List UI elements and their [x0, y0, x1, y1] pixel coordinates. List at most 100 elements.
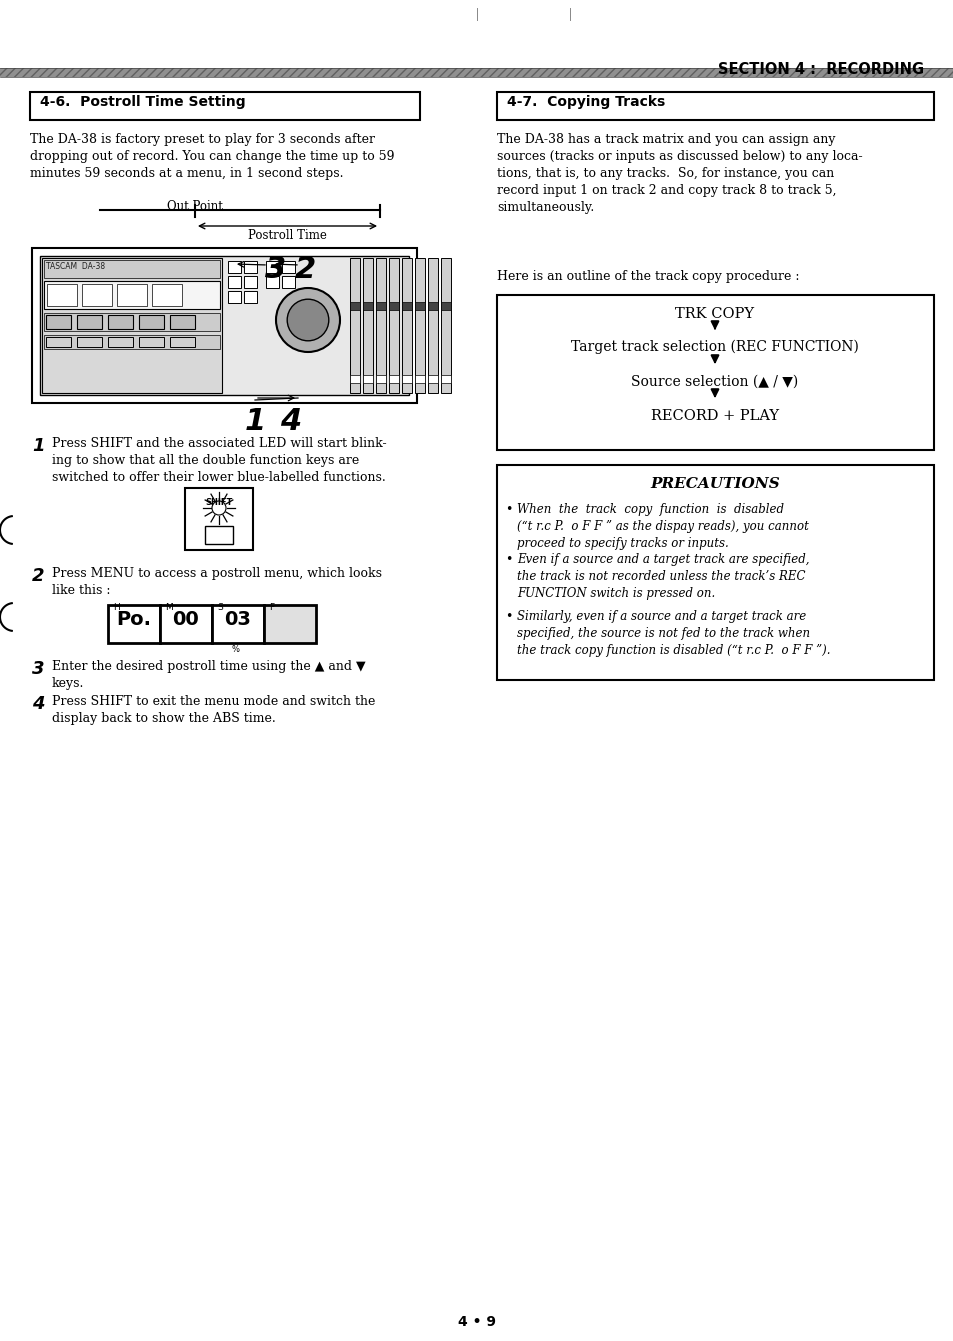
Bar	[375, 302, 386, 310]
Bar	[228, 276, 241, 288]
Bar	[401, 257, 412, 393]
Bar	[46, 337, 71, 347]
Text: SECTION 4 :  RECORDING: SECTION 4 : RECORDING	[717, 62, 923, 76]
Bar	[375, 257, 386, 393]
Text: Postroll Time: Postroll Time	[247, 229, 326, 241]
Bar	[363, 375, 373, 384]
Bar	[212, 605, 264, 642]
Text: Source selection (▲ / ▼): Source selection (▲ / ▼)	[631, 375, 798, 389]
Bar	[40, 256, 409, 396]
Text: %: %	[232, 645, 240, 654]
Text: TRK COPY: TRK COPY	[675, 307, 754, 320]
Circle shape	[212, 502, 226, 515]
Bar	[282, 276, 294, 288]
Bar	[428, 257, 437, 393]
Bar	[244, 276, 256, 288]
Bar	[205, 526, 233, 544]
Bar	[264, 605, 315, 642]
Bar	[497, 295, 933, 451]
Text: 3: 3	[32, 660, 45, 679]
Text: 03: 03	[224, 610, 252, 629]
Bar	[350, 257, 359, 393]
Bar	[108, 337, 132, 347]
Text: The DA-38 has a track matrix and you can assign any
sources (tracks or inputs as: The DA-38 has a track matrix and you can…	[497, 133, 862, 215]
Bar	[228, 261, 241, 274]
Bar	[82, 284, 112, 306]
Text: Press SHIFT to exit the menu mode and switch the
display back to show the ABS ti: Press SHIFT to exit the menu mode and sw…	[52, 695, 375, 725]
Bar	[375, 375, 386, 384]
Text: F: F	[269, 603, 274, 611]
Bar	[160, 605, 212, 642]
Bar	[44, 312, 220, 331]
Bar	[497, 93, 933, 119]
Text: 4-7.  Copying Tracks: 4-7. Copying Tracks	[506, 95, 664, 109]
Bar	[108, 605, 160, 642]
Bar	[440, 375, 451, 384]
Bar	[228, 291, 241, 303]
Text: The DA-38 is factory preset to play for 3 seconds after
dropping out of record. : The DA-38 is factory preset to play for …	[30, 133, 395, 180]
Circle shape	[275, 288, 339, 351]
Bar	[266, 261, 278, 274]
Bar	[170, 315, 194, 329]
Bar	[30, 93, 419, 119]
Text: Similarly, even if a source and a target track are
specified, the source is not : Similarly, even if a source and a target…	[517, 610, 830, 657]
Text: Here is an outline of the track copy procedure :: Here is an outline of the track copy pro…	[497, 270, 799, 283]
Bar	[440, 302, 451, 310]
Bar	[350, 302, 359, 310]
Bar	[139, 337, 164, 347]
Text: 4: 4	[32, 695, 45, 713]
Bar	[77, 315, 102, 329]
Text: RECORD + PLAY: RECORD + PLAY	[650, 409, 779, 422]
Bar	[401, 302, 412, 310]
Bar	[415, 302, 424, 310]
Text: PRECAUTIONS: PRECAUTIONS	[649, 477, 779, 491]
Text: •: •	[504, 552, 512, 566]
Text: Even if a source and a target track are specified,
the track is not recorded unl: Even if a source and a target track are …	[517, 552, 809, 599]
Bar	[117, 284, 147, 306]
Text: TASCAM  DA-38: TASCAM DA-38	[46, 261, 105, 271]
Circle shape	[287, 299, 329, 341]
Bar	[401, 375, 412, 384]
Bar	[47, 284, 77, 306]
Bar	[266, 276, 278, 288]
Text: 00: 00	[172, 610, 199, 629]
Text: 1: 1	[245, 408, 266, 436]
Bar	[152, 284, 182, 306]
Bar	[44, 335, 220, 349]
Text: 2: 2	[294, 255, 315, 284]
Bar	[415, 375, 424, 384]
Bar	[139, 315, 164, 329]
Bar	[44, 260, 220, 278]
Text: 3: 3	[265, 255, 286, 284]
Bar	[170, 337, 194, 347]
Bar	[363, 257, 373, 393]
Bar	[428, 375, 437, 384]
Bar	[108, 315, 132, 329]
Bar	[389, 302, 398, 310]
Text: •: •	[504, 503, 512, 516]
Text: 4: 4	[280, 408, 301, 436]
Bar	[244, 261, 256, 274]
Bar	[46, 315, 71, 329]
Text: Out Point: Out Point	[167, 200, 223, 213]
Bar	[44, 282, 220, 308]
Bar	[32, 248, 416, 404]
Text: 4-6.  Postroll Time Setting: 4-6. Postroll Time Setting	[40, 95, 245, 109]
Bar	[282, 261, 294, 274]
Bar	[185, 488, 253, 550]
Text: 4 • 9: 4 • 9	[457, 1316, 496, 1329]
Text: H: H	[112, 603, 120, 611]
Text: Target track selection (REC FUNCTION): Target track selection (REC FUNCTION)	[571, 341, 858, 354]
Bar	[389, 375, 398, 384]
Bar	[42, 257, 222, 393]
Text: 2: 2	[32, 567, 45, 585]
Bar	[363, 302, 373, 310]
Text: S: S	[216, 603, 222, 611]
Text: M: M	[165, 603, 172, 611]
Bar	[350, 375, 359, 384]
Text: •: •	[504, 610, 512, 624]
Bar	[389, 257, 398, 393]
Text: SHIFT: SHIFT	[205, 498, 233, 507]
Bar	[0, 68, 953, 76]
Bar	[415, 257, 424, 393]
